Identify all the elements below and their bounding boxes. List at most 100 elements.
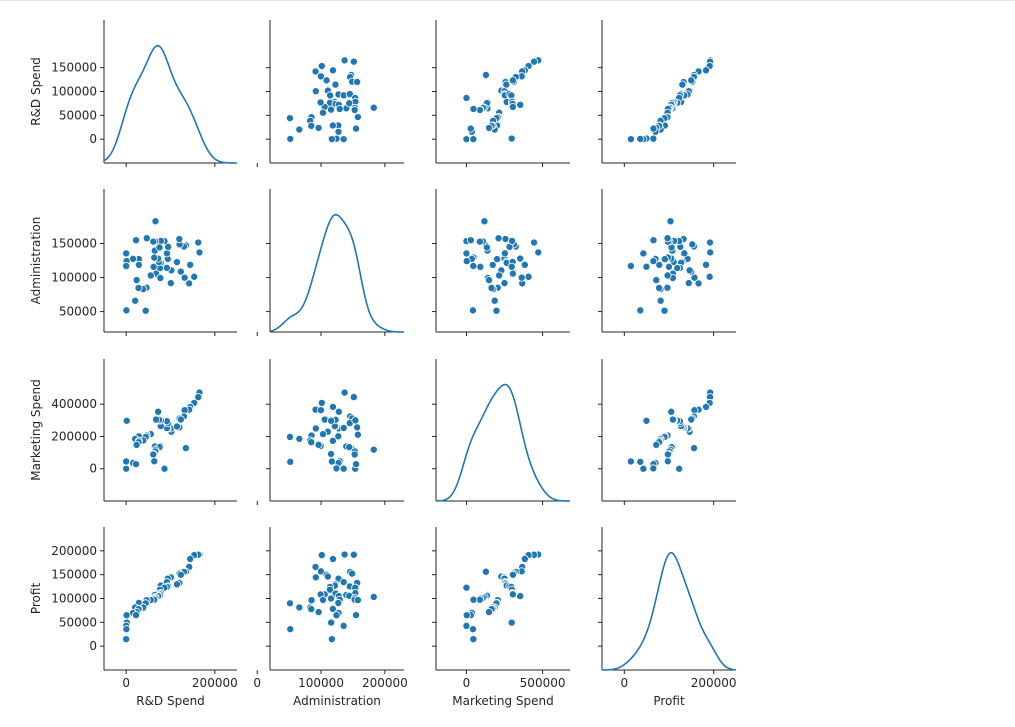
y-tick-label: 50000: [59, 305, 97, 319]
scatter-point: [663, 283, 672, 292]
x-axis-label-administration: Administration: [293, 694, 381, 708]
scatter-point: [172, 422, 181, 431]
panel-rd-spend-vs-profit: [598, 20, 736, 167]
scatter-point: [352, 611, 361, 620]
scatter-point: [176, 267, 185, 276]
scatter-point: [146, 271, 155, 280]
scatter-point: [655, 260, 664, 269]
scatter-point: [134, 283, 143, 292]
scatter-point: [286, 134, 295, 143]
scatter-point: [675, 464, 684, 473]
scatter-point: [307, 596, 316, 605]
scatter-point: [678, 80, 687, 89]
scatter-point: [508, 236, 517, 245]
scatter-point: [687, 415, 696, 424]
scatter-point: [655, 283, 664, 292]
scatter-point: [327, 416, 336, 425]
scatter-point: [626, 135, 635, 144]
scatter-point: [687, 76, 696, 85]
scatter-point: [345, 443, 354, 452]
scatter-point: [335, 104, 344, 113]
scatter-point: [649, 236, 658, 245]
scatter-point: [706, 238, 715, 247]
scatter-point: [149, 262, 158, 271]
y-tick-label: 100000: [51, 592, 97, 606]
scatter-point: [151, 217, 160, 226]
scatter-point: [690, 444, 699, 453]
scatter-point: [636, 306, 645, 315]
scatter-point: [322, 76, 331, 85]
scatter-point: [351, 416, 360, 425]
scatter-point: [495, 271, 504, 280]
panel-rd-spend-vs-marketing-spend: [432, 20, 570, 167]
x-tick-label: 200000: [192, 676, 238, 690]
scatter-point: [318, 596, 327, 605]
panel-profit-vs-profit: 0 200000: [598, 527, 737, 690]
scatter-point: [656, 296, 665, 305]
panel-administration-vs-administration: [256, 189, 405, 336]
scatter-point: [468, 306, 477, 315]
scatter-point: [285, 114, 294, 123]
scatter-point: [327, 618, 336, 627]
scatter-point: [334, 407, 343, 416]
scatter-point: [500, 249, 509, 258]
scatter-point: [172, 258, 181, 267]
scatter-point: [649, 124, 658, 133]
scatter-point: [345, 90, 354, 99]
scatter-point: [508, 269, 517, 278]
y-tick-label: 100000: [51, 271, 97, 285]
scatter-point: [316, 406, 325, 415]
scatter-point: [524, 272, 533, 281]
scatter-point: [520, 554, 529, 563]
scatter-point: [328, 121, 337, 130]
scatter-point: [149, 450, 158, 459]
scatter-point: [185, 279, 194, 288]
scatter-point: [684, 279, 693, 288]
panel-marketing-spend-vs-profit: [598, 359, 736, 505]
scatter-point: [702, 402, 711, 411]
x-tick-label: 0: [621, 676, 629, 690]
scatter-point: [314, 123, 323, 132]
scatter-point: [285, 432, 294, 441]
scatter-point: [508, 76, 517, 85]
scatter-point: [706, 248, 715, 257]
scatter-point: [327, 450, 336, 459]
kde-curve: [601, 551, 737, 671]
panel-marketing-spend-vs-administration: [256, 359, 404, 505]
scatter-point: [484, 608, 493, 617]
scatter-point: [311, 424, 320, 433]
panel-rd-spend-vs-administration: [256, 20, 404, 167]
scatter-point: [673, 264, 682, 273]
scatter-point: [316, 98, 325, 107]
scatter-point: [122, 261, 131, 270]
scatter-point: [340, 550, 349, 559]
scatter-point: [314, 440, 323, 449]
scatter-point: [353, 596, 362, 605]
scatter-point: [176, 415, 185, 424]
scatter-point: [328, 554, 337, 563]
x-tick-label: 200000: [362, 676, 408, 690]
scatter-point: [327, 105, 336, 114]
scatter-point: [186, 554, 195, 563]
scatter-point: [667, 407, 676, 416]
scatter-point: [318, 430, 327, 439]
scatter-point: [490, 296, 499, 305]
y-tick-label: 0: [89, 639, 97, 653]
scatter-point: [462, 621, 471, 630]
scatter-point: [534, 248, 543, 257]
scatter-point: [311, 562, 320, 571]
scatter-point: [122, 625, 131, 634]
scatter-point: [487, 283, 496, 292]
scatter-point: [149, 237, 158, 246]
panel-administration-vs-profit: [598, 189, 736, 336]
scatter-point: [162, 249, 171, 258]
y-tick-label: 0: [89, 132, 97, 146]
scatter-point: [162, 263, 171, 272]
scatter-point: [660, 255, 669, 264]
scatter-point: [516, 592, 525, 601]
scatter-point: [320, 415, 329, 424]
scatter-point: [131, 296, 140, 305]
scatter-point: [166, 279, 175, 288]
scatter-point: [652, 440, 661, 449]
scatter-point: [649, 464, 658, 473]
